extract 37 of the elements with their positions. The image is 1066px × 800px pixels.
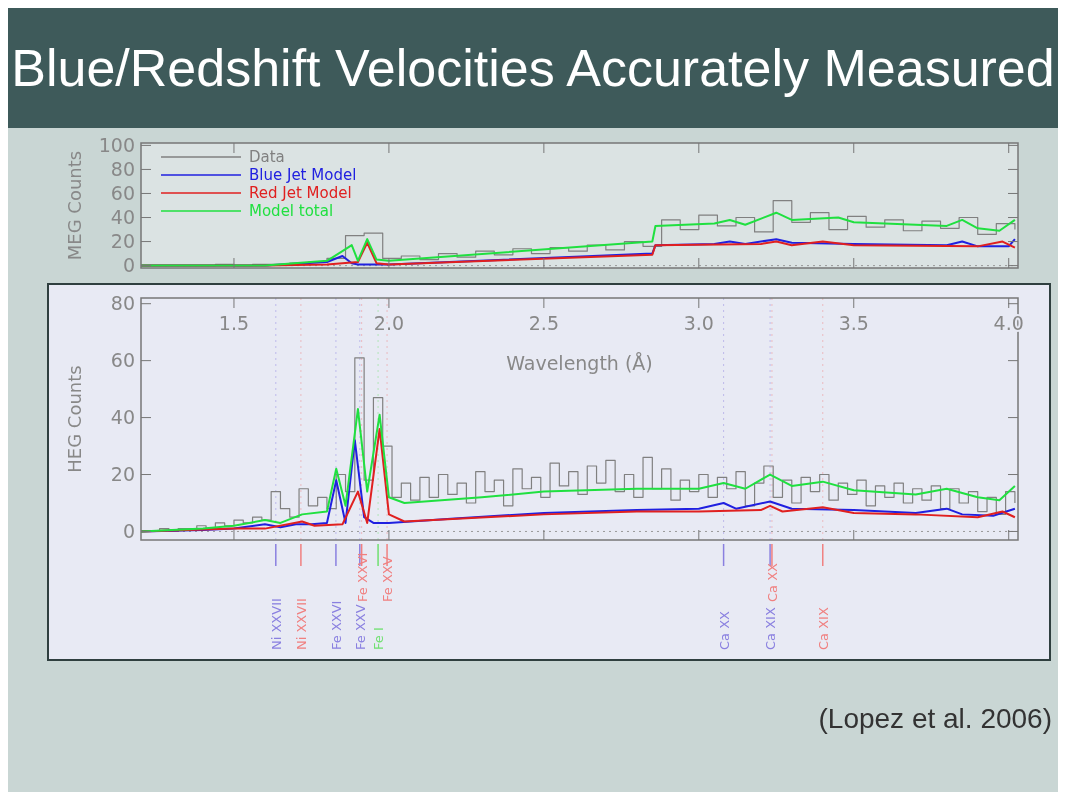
line-series bbox=[140, 408, 1016, 533]
y-tick-label: 0 bbox=[122, 254, 135, 277]
text: Blue Jet Model bbox=[249, 166, 357, 185]
ref-line-label: Ni XXVII bbox=[293, 598, 309, 650]
y-axis-title: HEG Counts bbox=[64, 365, 85, 473]
y-tick-label: 20 bbox=[110, 230, 135, 253]
ref-line-label: Fe XXVI bbox=[354, 552, 370, 602]
ref-line-label: Fe XXV bbox=[380, 556, 396, 602]
y-tick-label: 20 bbox=[110, 463, 135, 486]
x-tick-label: 2.5 bbox=[528, 312, 559, 334]
legend-label: Data bbox=[249, 148, 285, 167]
y-tick-label: 80 bbox=[110, 292, 135, 315]
y-tick-label: 0 bbox=[122, 520, 135, 543]
y-tick-label: 40 bbox=[110, 206, 135, 229]
ref-line-label: Ca XIX bbox=[815, 607, 831, 650]
text: (Lopez et al. 2006) bbox=[818, 703, 1052, 734]
ref-line-label: Fe XXVI bbox=[328, 600, 344, 650]
x-tick-label: 2.0 bbox=[373, 312, 405, 334]
x-tick-label: 3.5 bbox=[838, 312, 869, 334]
y-axis-title: MEG Counts bbox=[64, 150, 85, 261]
y-tick-label: 40 bbox=[110, 406, 135, 429]
ref-line-label: Ca XX bbox=[716, 610, 732, 650]
y-tick-label: 80 bbox=[110, 158, 135, 181]
ref-line-label: Fe XXV bbox=[352, 604, 368, 650]
text: Red Jet Model bbox=[249, 184, 352, 203]
text: Model total bbox=[249, 202, 334, 221]
y-tick-label: 100 bbox=[98, 134, 135, 157]
x-tick-label: 1.5 bbox=[218, 312, 250, 334]
ref-line-label: Ni XXVII bbox=[268, 598, 284, 650]
y-tick-label: 60 bbox=[110, 182, 135, 205]
ref-line-label: Ca XIX bbox=[763, 607, 779, 650]
ref-line-label: Ca XX bbox=[764, 562, 780, 602]
chart-title: Blue/Redshift Velocities Accurately Measured bbox=[11, 39, 1055, 97]
x-tick-label: 3.0 bbox=[683, 312, 714, 334]
ref-line-label: Fe I bbox=[371, 627, 387, 650]
y-tick-label: 60 bbox=[110, 349, 135, 372]
x-axis-title: Wavelength (Å) bbox=[506, 352, 653, 374]
